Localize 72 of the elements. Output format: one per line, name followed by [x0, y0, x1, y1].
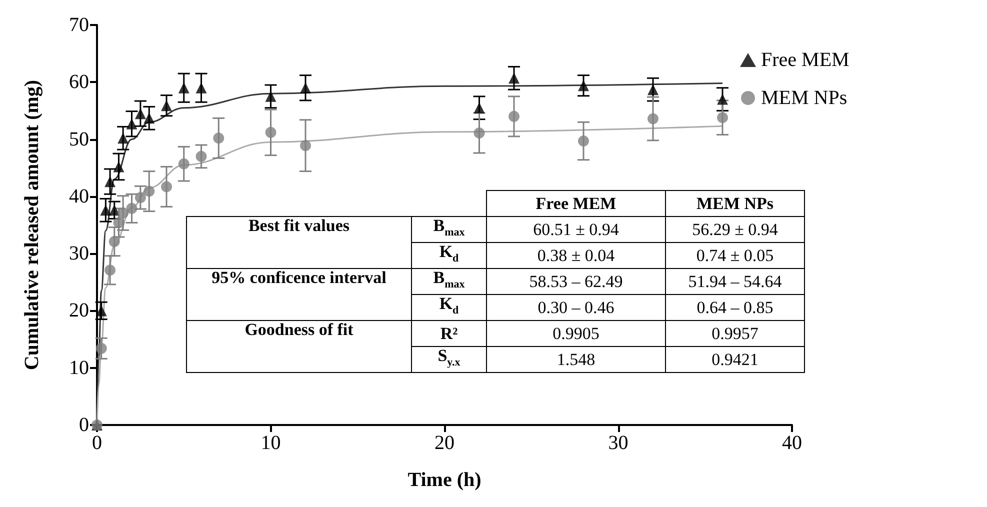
x-tick-label: 20: [434, 432, 454, 454]
annotation: S$_{y.x}$: [412, 346, 486, 372]
point: [717, 94, 728, 105]
point: [126, 202, 138, 214]
annotation: 0.74 ± 0.05: [666, 242, 804, 268]
annotation: 0.9905: [486, 320, 666, 346]
point: [578, 136, 589, 146]
point: [300, 140, 311, 152]
y-axis-title: Cumulative released amount (mg): [21, 80, 43, 370]
point: [578, 80, 589, 92]
point: [161, 181, 172, 192]
point: [118, 132, 129, 144]
annotation: 1.548: [486, 346, 666, 372]
legend-label: Free MEM: [761, 49, 850, 71]
annotation: 95% conficence interval: [186, 268, 412, 320]
annotation: Free MEM: [486, 190, 666, 216]
point: [96, 342, 107, 354]
annotation: Goodness of fit: [186, 320, 412, 372]
point: [104, 264, 116, 276]
point: [134, 108, 146, 120]
annotation: K$_{d}$: [412, 242, 486, 268]
y-tick-label: 0: [79, 414, 89, 436]
x-tick-label: 40: [782, 432, 802, 454]
point: [265, 126, 276, 138]
point: [104, 176, 116, 188]
annotation: B$_{max}$: [412, 268, 486, 294]
point: [213, 132, 224, 144]
point: [178, 82, 190, 94]
point: [144, 186, 155, 197]
x-tick-label: 10: [260, 432, 281, 454]
annotation: MEM NPs: [666, 190, 804, 216]
point: [108, 236, 120, 248]
y-tick-label: 50: [69, 128, 89, 150]
point: [648, 84, 658, 96]
annotation: 56.29 ± 0.94: [666, 216, 804, 242]
y-tick-label: 40: [69, 185, 89, 208]
annotation: 0.9421: [666, 346, 804, 372]
point: [134, 192, 146, 204]
annotation: 60.51 ± 0.94: [486, 216, 666, 242]
point: [474, 128, 485, 138]
point: [300, 82, 311, 94]
point: [118, 208, 129, 218]
annotation: 0.30 – 0.46: [486, 294, 666, 320]
annotation: 0.64 – 0.85: [666, 294, 804, 320]
point: [113, 217, 124, 228]
annotation: R²: [412, 320, 486, 346]
y-tick-label: 60: [69, 71, 89, 94]
point: [648, 113, 658, 124]
legend-label: MEM NPs: [761, 87, 848, 109]
annotation: 51.94 – 54.64: [666, 268, 804, 294]
point: [508, 110, 520, 122]
point: [161, 100, 172, 112]
annotation: 0.9957: [666, 320, 804, 346]
point: [144, 112, 155, 124]
y-tick-label: 20: [69, 300, 89, 322]
point: [100, 204, 112, 216]
y-tick-label: 30: [69, 242, 89, 265]
x-axis-title: Time (h): [408, 469, 482, 491]
point: [508, 72, 520, 84]
annotation: K$_{d}$: [412, 294, 486, 320]
annotation: Best fit values: [186, 216, 412, 268]
y-tick-label: 10: [69, 356, 89, 379]
annotation: 58.53 – 62.49: [486, 268, 666, 294]
x-tick-label: 30: [608, 432, 628, 454]
y-tick-label: 70: [69, 14, 89, 36]
point: [717, 112, 728, 124]
point: [178, 158, 190, 170]
annotation: 0.38 ± 0.04: [486, 242, 666, 268]
point: [196, 150, 207, 162]
annotation: B$_{max}$: [412, 216, 486, 242]
point: [113, 161, 124, 172]
point: [96, 305, 107, 316]
